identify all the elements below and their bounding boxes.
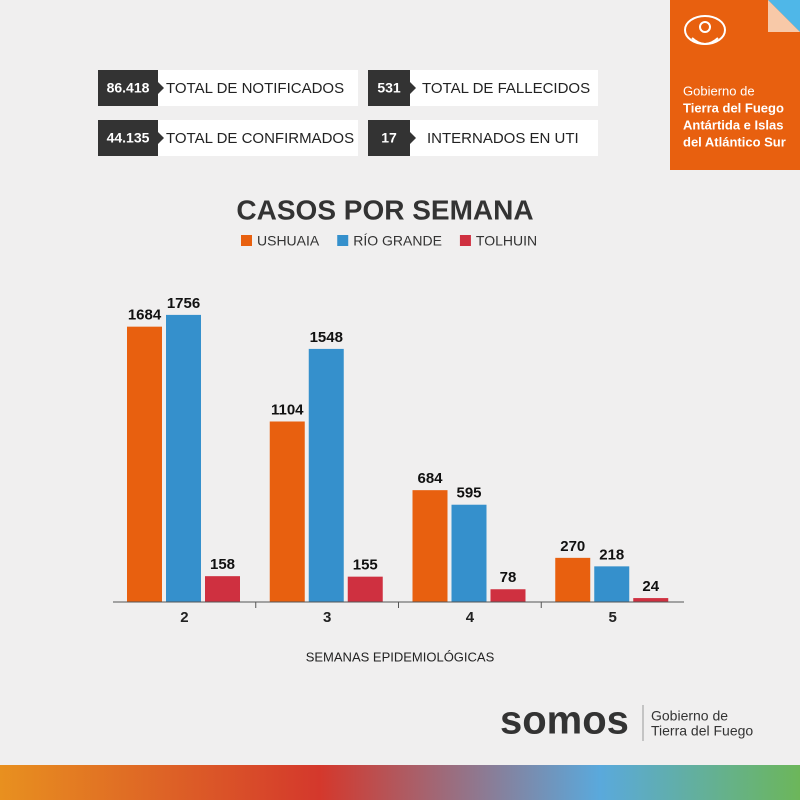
footer-line: Tierra del Fuego xyxy=(651,723,753,739)
header-line: Antártida e Islas xyxy=(683,117,783,132)
data-label: 218 xyxy=(599,546,624,563)
bar xyxy=(308,348,344,602)
stat-value-box xyxy=(368,120,410,156)
stat-arrow xyxy=(410,82,416,94)
header-line: Tierra del Fuego xyxy=(683,100,784,115)
stat-arrow xyxy=(158,82,164,94)
data-label: 270 xyxy=(560,538,585,555)
stats: 86.418 TOTAL DE NOTIFICADOS 531 TOTAL DE… xyxy=(98,70,598,156)
data-label: 155 xyxy=(353,557,378,574)
x-axis-label: SEMANAS EPIDEMIOLÓGICAS xyxy=(306,649,495,664)
stat-value: 86.418 xyxy=(107,80,150,96)
stat-value: 44.135 xyxy=(107,130,150,146)
data-label: 78 xyxy=(500,569,517,586)
data-label: 1548 xyxy=(310,329,343,346)
emblem xyxy=(684,15,726,45)
data-label: 1104 xyxy=(271,401,304,418)
bar xyxy=(490,589,526,602)
legend-swatch xyxy=(459,235,471,246)
data-label: 1684 xyxy=(128,307,162,324)
data-label: 158 xyxy=(210,556,235,573)
data-label: 1756 xyxy=(167,295,200,312)
x-tick-label: 4 xyxy=(466,609,475,626)
bar xyxy=(127,326,162,602)
chart-title: CASOS POR SEMANA xyxy=(236,194,533,225)
legend-label: USHUAIA xyxy=(257,233,320,249)
x-tick-label: 3 xyxy=(323,609,331,626)
stat-label: INTERNADOS EN UTI xyxy=(427,130,579,147)
bar xyxy=(412,490,448,602)
bar xyxy=(451,504,487,602)
stat-label: TOTAL DE FALLECIDOS xyxy=(422,80,590,97)
color-strip xyxy=(0,765,800,800)
bar xyxy=(555,557,591,602)
stat-arrow xyxy=(158,132,164,144)
data-label: 684 xyxy=(417,470,443,487)
header-line: Gobierno de xyxy=(683,83,755,98)
corner-fold-back xyxy=(768,0,800,32)
legend-label: TOLHUIN xyxy=(476,233,537,249)
header-line: del Atlántico Sur xyxy=(683,134,786,149)
bar xyxy=(594,566,630,602)
data-label: 595 xyxy=(456,485,481,502)
stat-label: TOTAL DE CONFIRMADOS xyxy=(166,130,354,147)
footer-line: Gobierno de xyxy=(651,708,728,724)
plot: USHUAIA RÍO GRANDE TOLHUIN 1684 1756 158 2 1104… xyxy=(113,233,684,626)
brand: somos xyxy=(500,699,629,743)
stat-value: 17 xyxy=(381,130,397,146)
stat-label: TOTAL DE NOTIFICADOS xyxy=(166,80,344,97)
legend-label: RÍO GRANDE xyxy=(353,233,442,249)
stat-value-box xyxy=(368,70,410,106)
stat-value: 531 xyxy=(377,80,401,96)
x-tick-label: 5 xyxy=(608,609,616,626)
legend-swatch xyxy=(241,235,252,246)
stat-value-box xyxy=(98,70,158,106)
bar xyxy=(633,598,669,602)
bar xyxy=(166,314,201,602)
stat-arrow xyxy=(410,132,416,144)
x-tick-label: 2 xyxy=(180,609,188,626)
bar xyxy=(205,576,240,602)
stat-value-box xyxy=(98,120,158,156)
bar xyxy=(269,421,305,602)
data-label: 24 xyxy=(642,578,659,595)
bar xyxy=(347,576,383,602)
legend-swatch xyxy=(337,235,349,246)
